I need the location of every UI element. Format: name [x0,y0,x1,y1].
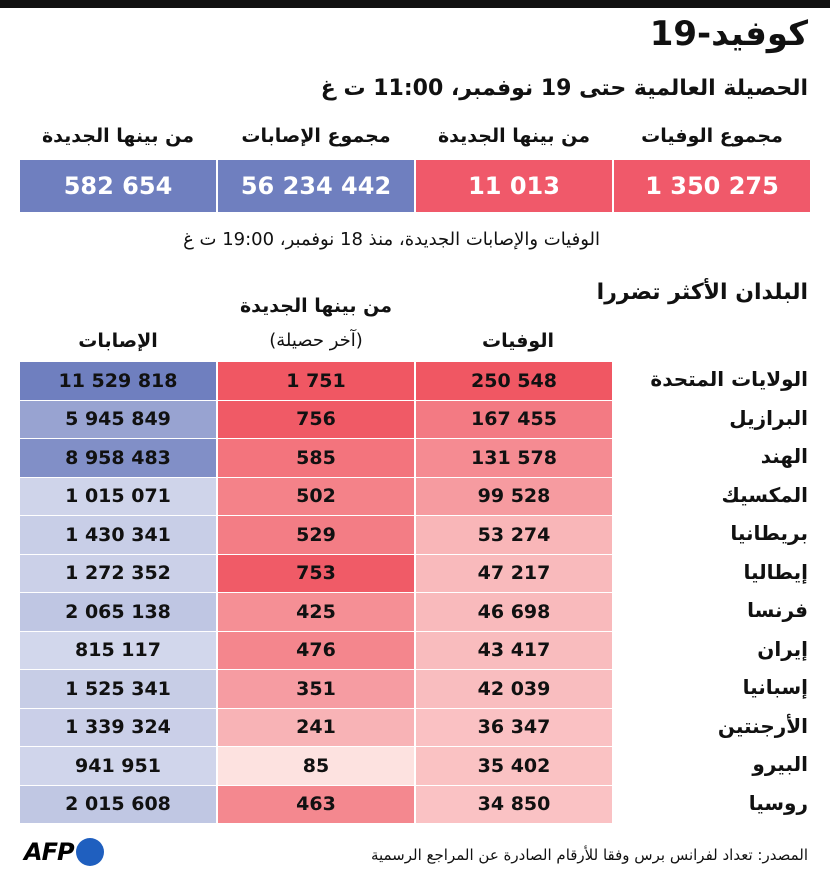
page-subtitle: الحصيلة العالمية حتى 19 نوفمبر، 11:00 ت … [320,76,808,101]
source-note: المصدر: تعداد لفرانس برس وفقا للأرقام ال… [370,846,808,864]
summary-new-cases: 582 654 [20,160,216,212]
country-label: بريطانيا [730,521,808,545]
afp-logo-dot-icon [75,838,104,866]
deaths-cell: 53 274 [416,516,612,555]
new-deaths-cell: 425 [218,593,414,632]
cases-cell: 1 272 352 [20,554,216,593]
new-deaths-cell: 756 [218,400,414,439]
cases-cell: 2 015 608 [20,785,216,824]
country-label: إسبانيا [742,675,808,699]
summary-header-new-cases: من بينها الجديدة [41,125,195,147]
cases-cell: 1 525 341 [20,670,216,709]
afp-logo-text: AFP [24,838,75,866]
country-label: الولايات المتحدة [650,367,808,391]
summary-header-total-cases: مجموع الإصابات [241,125,391,147]
country-label: إيطاليا [743,559,808,584]
summary-header-new-deaths: من بينها الجديدة [437,125,591,147]
country-label: الأرجنتين [717,713,808,738]
cases-cell: 815 117 [20,631,216,670]
country-label: المكسيك [721,482,808,507]
country-label: البيرو [752,752,808,776]
cases-cell: 1 339 324 [20,708,216,747]
new-deaths-cell: 463 [218,785,414,824]
country-label: فرنسا [747,598,808,622]
cases-cell: 941 951 [20,747,216,786]
new-deaths-cell: 502 [218,477,414,516]
cases-cell: 8 958 483 [20,439,216,478]
cases-cell: 5 945 849 [20,400,216,439]
deaths-cell: 131 578 [416,439,612,478]
country-label: البرازيل [729,405,808,430]
deaths-cell: 47 217 [416,554,612,593]
deaths-cell: 34 850 [416,785,612,824]
column-header-deaths: الوفيات [482,330,554,352]
new-deaths-cell: 241 [218,708,414,747]
new-deaths-cell: 585 [218,439,414,478]
afp-logo: AFP [24,838,104,866]
cases-cell: 2 065 138 [20,593,216,632]
new-deaths-cell: 529 [218,516,414,555]
country-label: روسيا [748,790,808,815]
deaths-cell: 36 347 [416,708,612,747]
top-bar [0,0,830,8]
new-deaths-cell: 351 [218,670,414,709]
page-title: كوفيد-19 [649,14,808,54]
deaths-cell: 43 417 [416,631,612,670]
country-label: إيران [757,636,808,661]
deaths-cell: 250 548 [416,362,612,401]
deaths-cell: 35 402 [416,747,612,786]
time-note: الوفيات والإصابات الجديدة، منذ 18 نوفمبر… [183,229,600,250]
new-deaths-cell: 1 751 [218,362,414,401]
deaths-cell: 46 698 [416,593,612,632]
new-deaths-cell: 753 [218,554,414,593]
summary-total-deaths: 1 350 275 [614,160,810,212]
cases-cell: 1 015 071 [20,477,216,516]
column-header-cases: الإصابات [78,330,158,352]
deaths-cell: 167 455 [416,400,612,439]
summary-header-total-deaths: مجموع الوفيات [641,125,783,147]
deaths-cell: 42 039 [416,670,612,709]
deaths-cell: 99 528 [416,477,612,516]
section-title: البلدان الأكثر تضررا [596,280,808,305]
summary-total-cases: 56 234 442 [218,160,414,212]
cases-cell: 1 430 341 [20,516,216,555]
column-header-new: من بينها الجديدة [239,295,393,317]
country-label: الهند [760,444,808,468]
summary-new-deaths: 11 013 [416,160,612,212]
new-deaths-cell: 476 [218,631,414,670]
column-subheader-new: (آخر حصيلة) [269,330,363,351]
new-deaths-cell: 85 [218,747,414,786]
cases-cell: 11 529 818 [20,362,216,401]
